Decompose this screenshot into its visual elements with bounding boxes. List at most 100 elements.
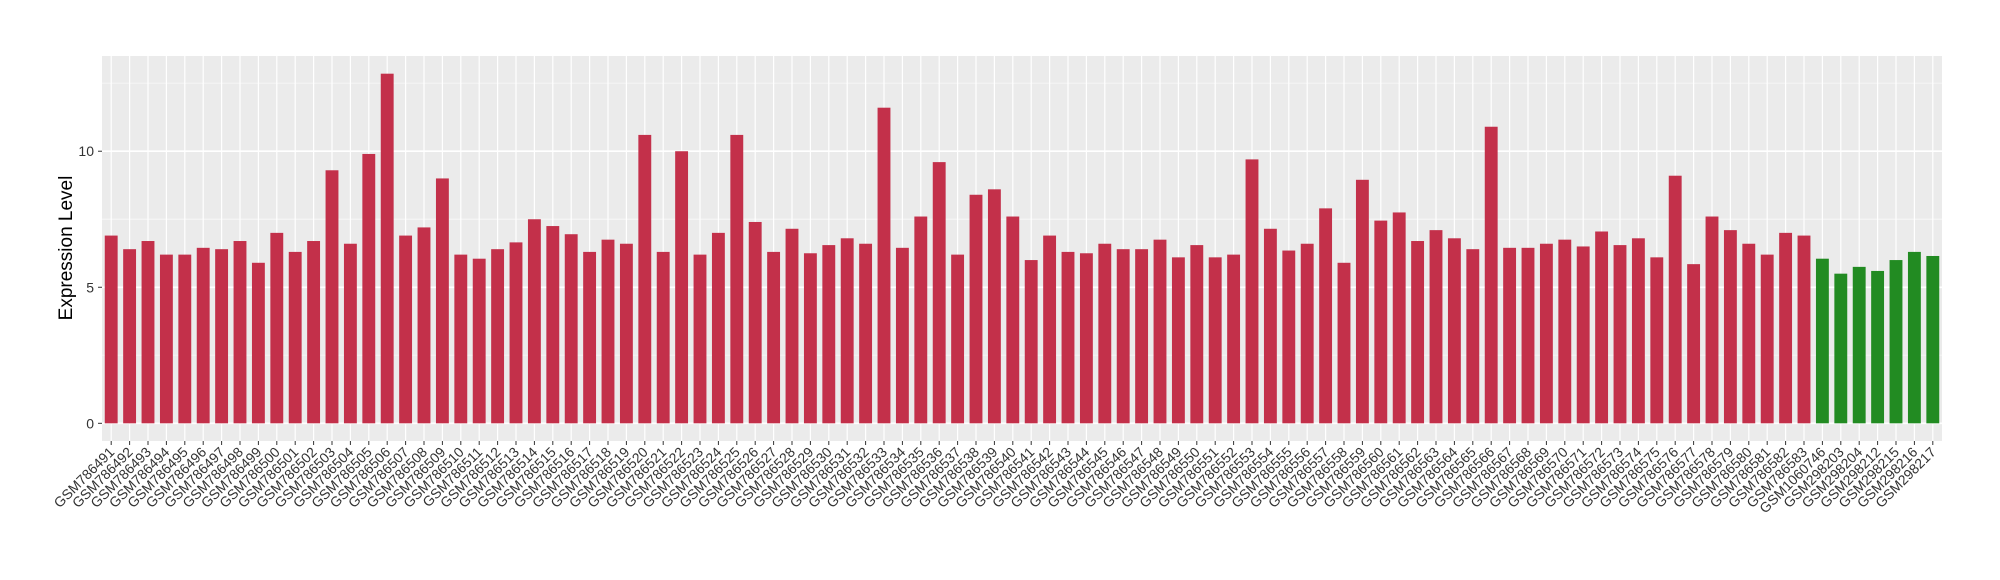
bar (1687, 264, 1701, 424)
bar (1834, 273, 1848, 424)
bar (1466, 249, 1480, 424)
bar (675, 151, 689, 424)
bar (1411, 241, 1425, 424)
bar (1705, 216, 1719, 424)
bar (343, 243, 357, 424)
bar (454, 254, 468, 424)
bar (1926, 255, 1940, 424)
bar (1650, 257, 1664, 424)
bar (1024, 260, 1038, 424)
bar (270, 232, 284, 424)
bar (1595, 231, 1609, 424)
bar (399, 235, 413, 424)
bar (895, 247, 909, 424)
bar (1484, 126, 1498, 424)
bar (1116, 249, 1130, 424)
bar (527, 219, 541, 424)
bar (1227, 254, 1241, 424)
bar (1871, 270, 1885, 424)
plot-panel (102, 56, 1942, 441)
bar (1190, 245, 1204, 424)
bar (307, 241, 321, 424)
bar (1723, 230, 1737, 424)
bar (619, 243, 633, 424)
bar (1613, 245, 1627, 424)
bar (1208, 257, 1222, 424)
bar (987, 189, 1001, 424)
bar (1797, 235, 1811, 424)
bar (233, 241, 247, 424)
bar (1558, 239, 1572, 424)
bar (1337, 262, 1351, 424)
bar (1282, 250, 1296, 424)
bar (1779, 232, 1793, 424)
bar (803, 253, 817, 424)
bar (435, 178, 449, 424)
bar (251, 262, 265, 424)
bar (1668, 175, 1682, 424)
bar (123, 249, 137, 424)
bar (1171, 257, 1185, 424)
bar (601, 239, 615, 424)
bar (1135, 249, 1149, 424)
bar (380, 73, 394, 424)
bar (1503, 247, 1517, 424)
bar (1355, 179, 1369, 424)
bar (693, 254, 707, 424)
bar (767, 251, 781, 424)
bar (104, 235, 118, 424)
bar (638, 134, 652, 424)
bar (1539, 243, 1553, 424)
bar (1429, 230, 1443, 424)
bar (362, 153, 376, 424)
bar (1043, 235, 1057, 424)
bar (1889, 260, 1903, 424)
bar (491, 249, 505, 424)
bar (1098, 243, 1112, 424)
bar (785, 228, 799, 424)
bar (859, 243, 873, 424)
bar (1447, 238, 1461, 424)
bar (877, 107, 891, 424)
bar (1061, 251, 1075, 424)
y-axis-label: Expression Level (56, 176, 77, 321)
y-tick-label: 10 (78, 143, 94, 159)
bar (969, 194, 983, 424)
bar (1852, 266, 1866, 424)
bar (1907, 251, 1921, 424)
bar (1742, 243, 1756, 424)
bar (288, 251, 302, 424)
bar (196, 247, 210, 424)
bar (215, 249, 229, 424)
bar (1079, 253, 1093, 424)
y-tick-label: 0 (86, 415, 94, 431)
bar (583, 251, 597, 424)
bar (711, 232, 725, 424)
bar (1576, 246, 1590, 424)
bar (472, 258, 486, 424)
bar (822, 245, 836, 424)
bar (1521, 247, 1535, 424)
bar (932, 162, 946, 424)
bar (546, 226, 560, 424)
bar (1815, 258, 1829, 424)
bar (748, 221, 762, 424)
bar (178, 254, 192, 424)
bar (141, 241, 155, 424)
bar (1263, 228, 1277, 424)
bar (914, 216, 928, 424)
bar (1374, 220, 1388, 424)
bar (1006, 216, 1020, 424)
bar (1300, 243, 1314, 424)
bar (1153, 239, 1167, 424)
bar (1392, 212, 1406, 424)
bar (417, 227, 431, 424)
bar (325, 170, 339, 424)
bar (840, 238, 854, 424)
bar (1319, 208, 1333, 424)
bar (1631, 238, 1645, 424)
y-tick-label: 5 (86, 279, 94, 295)
bar (656, 251, 670, 424)
bar (951, 254, 965, 424)
